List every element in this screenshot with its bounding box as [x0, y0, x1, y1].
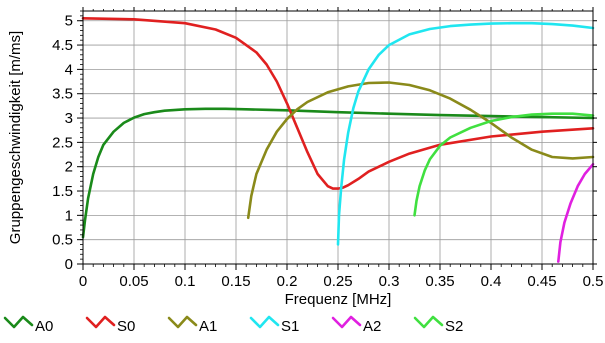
y-tick-label: 4 [65, 61, 73, 78]
y-tick-label: 2.5 [52, 134, 73, 151]
x-tick-label: 0.45 [527, 273, 556, 290]
label-layer: 0 0.05 0.1 0.15 0.2 0.25 0.3 0.35 0.4 0.45 0.5 0 0.5… [52, 13, 603, 290]
y-tick-label: 1 [65, 207, 73, 224]
legend-item-a0: A0 [3, 315, 53, 335]
legend-label: A1 [199, 318, 217, 335]
legend-swatch [249, 315, 280, 329]
legend-swatch [331, 315, 362, 329]
x-tick-label: 0.15 [221, 273, 250, 290]
legend-label: A0 [35, 318, 53, 335]
legend-label: S0 [117, 318, 135, 335]
legend: A0 S0 A1 S1 A2 S2 [3, 315, 463, 335]
y-tick-label: 3 [65, 110, 73, 127]
legend-item-s0: S0 [85, 315, 135, 335]
y-tick-label: 4.5 [52, 37, 73, 54]
x-tick-label: 0.1 [175, 273, 196, 290]
x-axis-title: Frequenz [MHz] [285, 291, 392, 308]
x-tick-label: 0.05 [119, 273, 148, 290]
series-line-s1 [336, 21, 595, 246]
legend-label: A2 [363, 318, 381, 335]
legend-item-s2: S2 [413, 315, 463, 335]
legend-item-a1: A1 [167, 315, 217, 335]
x-tick-label: 0.2 [277, 273, 298, 290]
tick-layer [77, 7, 597, 270]
legend-item-s1: S1 [249, 315, 299, 335]
x-tick-label: 0.5 [583, 273, 604, 290]
y-tick-label: 0 [65, 256, 73, 273]
series-line-a2 [557, 163, 595, 263]
y-tick-label: 0.5 [52, 232, 73, 249]
y-tick-label: 3.5 [52, 86, 73, 103]
legend-swatch [167, 315, 198, 329]
legend-swatch [3, 315, 34, 329]
x-tick-label: 0.3 [379, 273, 400, 290]
y-tick-label: 5 [65, 13, 73, 30]
series-line-s0 [81, 17, 595, 190]
legend-swatch [85, 315, 116, 329]
y-axis-title: Gruppengeschwindigkeit [m/ms] [7, 31, 24, 244]
series-line-s2 [413, 112, 595, 217]
x-tick-label: 0 [79, 273, 87, 290]
series-line-a1 [246, 81, 595, 220]
x-tick-label: 0.4 [481, 273, 502, 290]
legend-swatch [413, 315, 444, 329]
series-layer [81, 17, 595, 263]
y-tick-label: 1.5 [52, 183, 73, 200]
y-tick-label: 2 [65, 159, 73, 176]
legend-item-a2: A2 [331, 315, 381, 335]
series-line-a0 [81, 107, 595, 239]
legend-label: S1 [281, 318, 299, 335]
x-tick-label: 0.35 [425, 273, 454, 290]
legend-label: S2 [445, 318, 463, 335]
x-tick-label: 0.25 [323, 273, 352, 290]
